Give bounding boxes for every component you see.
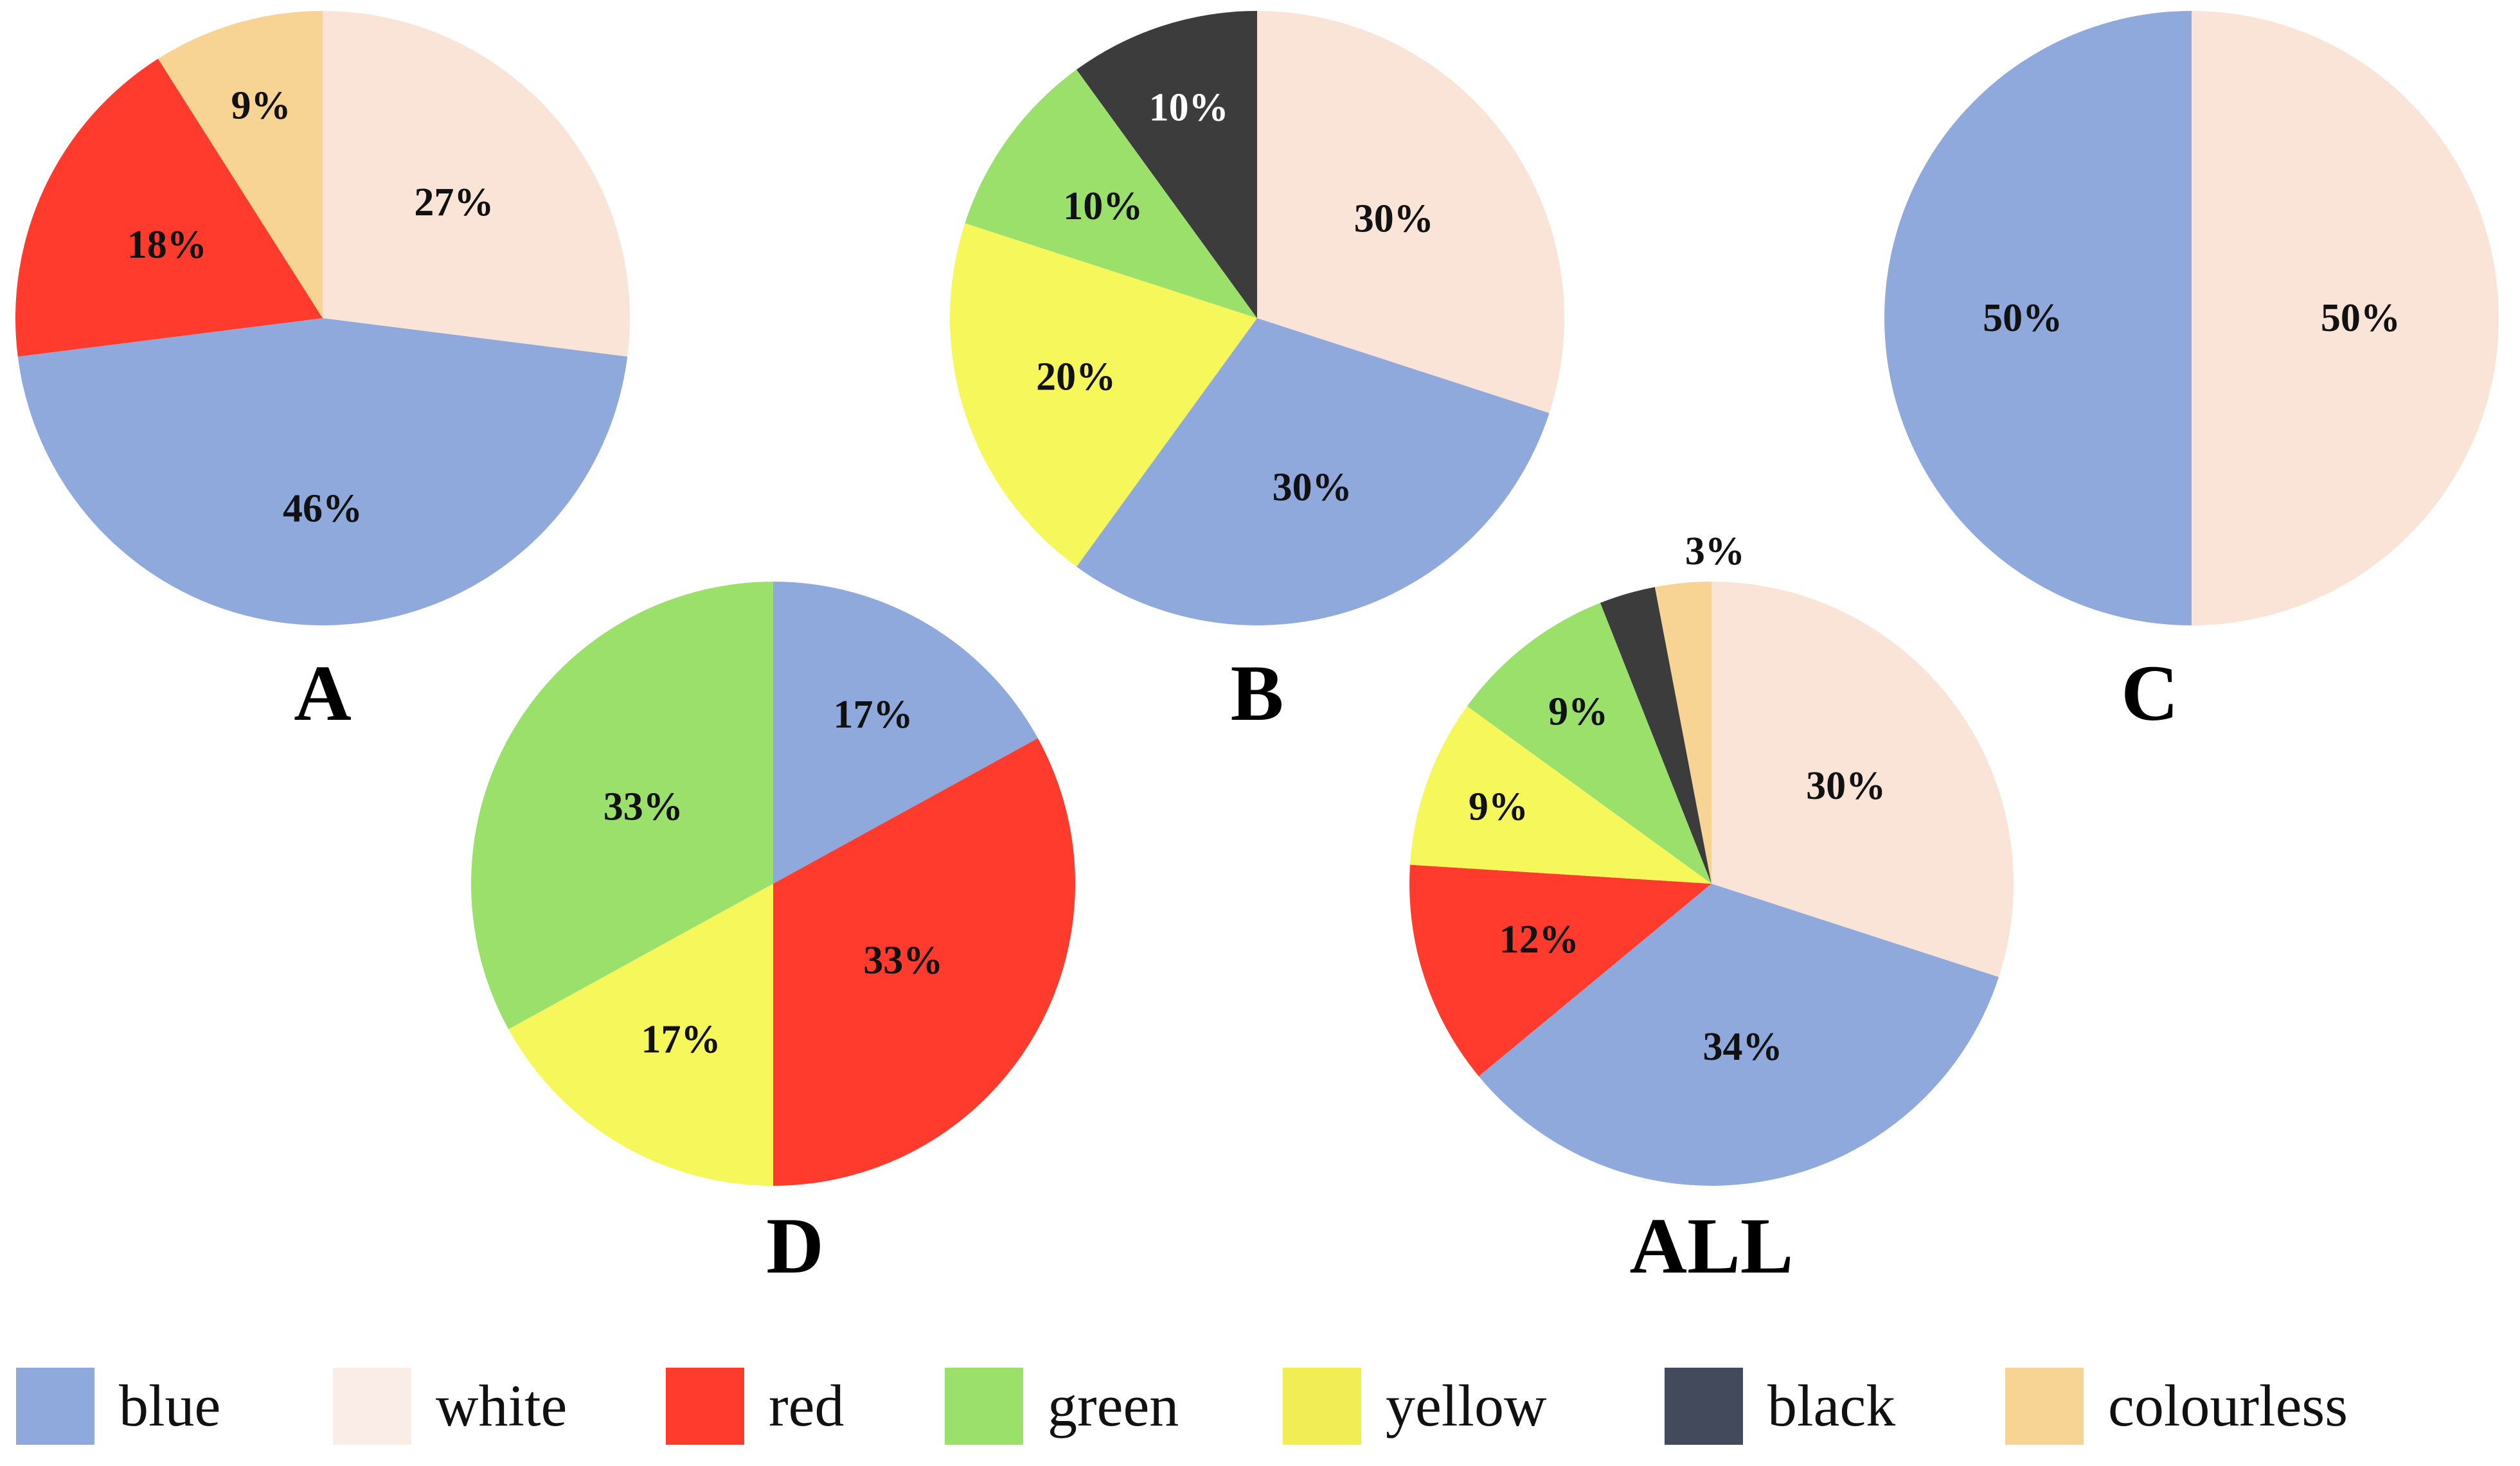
slice-all-colourless	[1654, 582, 1711, 884]
slice-all-blue	[1478, 884, 1999, 1186]
slice-d-yellow	[508, 884, 773, 1186]
slice-label-b-yellow: 20%	[1036, 355, 1116, 399]
pie-title-a: A	[294, 649, 352, 737]
pie-chart-b: 30% 30% 20% 10% 10% B	[950, 11, 1564, 737]
legend-item-blue: blue	[16, 1368, 220, 1445]
legend-swatch-red	[666, 1368, 744, 1445]
slice-label-all-blue: 34%	[1702, 1025, 1782, 1069]
slice-label-all-yellow: 9%	[1469, 785, 1528, 829]
legend-swatch-white	[333, 1368, 411, 1445]
legend-item-yellow: yellow	[1283, 1368, 1547, 1445]
slice-all-yellow	[1409, 706, 1711, 884]
color-legend: blue white red green yellow black colourless	[16, 1368, 2348, 1445]
slice-a-colourless	[157, 11, 323, 318]
slice-label-all-black: 3%	[1556, 554, 1616, 598]
legend-label-blue: blue	[119, 1373, 220, 1438]
legend-label-black: black	[1767, 1373, 1895, 1438]
legend-label-white: white	[436, 1373, 567, 1438]
slice-label-b-blue: 30%	[1273, 466, 1352, 510]
slice-label-d-red: 33%	[863, 939, 943, 983]
slice-label-a-white: 27%	[414, 181, 494, 224]
slice-label-c-blue: 50%	[1983, 296, 2062, 340]
slice-label-all-colourless: 3%	[1685, 530, 1745, 573]
slice-b-white	[1257, 11, 1564, 413]
slice-b-green	[965, 69, 1257, 318]
slice-label-all-white: 30%	[1806, 764, 1886, 808]
slice-b-black	[1077, 11, 1257, 318]
legend-swatch-colourless	[2005, 1368, 2084, 1445]
slice-label-all-green: 9%	[1548, 690, 1608, 734]
slice-label-d-green: 33%	[603, 785, 683, 828]
slice-all-red	[1409, 864, 1711, 1077]
legend-item-red: red	[666, 1368, 844, 1445]
legend-label-colourless: colourless	[2108, 1373, 2348, 1438]
slice-all-green	[1467, 603, 1711, 884]
legend-item-colourless: colourless	[2005, 1368, 2348, 1445]
slice-c-blue	[1884, 11, 2192, 625]
slice-label-b-black: 10%	[1149, 86, 1229, 130]
slice-label-a-blue: 46%	[283, 487, 362, 530]
slice-d-green	[471, 582, 773, 1030]
slice-label-a-red: 18%	[127, 223, 207, 267]
legend-item-white: white	[333, 1368, 567, 1445]
legend-item-black: black	[1665, 1368, 1895, 1445]
pie-chart-all: 30% 34% 12% 9% 9% 3% 3% ALL	[1409, 530, 2014, 1290]
slice-a-white	[323, 11, 630, 357]
slice-d-blue	[773, 582, 1038, 884]
slice-b-blue	[1077, 318, 1550, 625]
slice-label-c-white: 50%	[2321, 296, 2400, 340]
slice-label-b-white: 30%	[1354, 197, 1434, 240]
legend-item-green: green	[945, 1368, 1179, 1445]
pie-charts-group: 27% 46% 18% 9% A 30% 30% 20% 10% 10% B 50% 50% C 17% 33…	[15, 11, 2499, 1290]
legend-label-yellow: yellow	[1386, 1373, 1547, 1438]
legend-swatch-yellow	[1283, 1368, 1361, 1445]
pie-chart-c: 50% 50% C	[1884, 11, 2499, 737]
legend-swatch-green	[945, 1368, 1023, 1445]
legend-swatch-black	[1665, 1368, 1743, 1445]
pie-chart-a: 27% 46% 18% 9% A	[15, 11, 630, 737]
legend-label-green: green	[1048, 1373, 1179, 1438]
pie-title-d: D	[766, 1202, 824, 1290]
legend-label-red: red	[769, 1373, 844, 1438]
slice-all-white	[1711, 582, 2014, 978]
slice-d-red	[773, 738, 1075, 1186]
slice-b-yellow	[950, 223, 1257, 567]
slice-a-red	[15, 58, 323, 357]
pie-title-c: C	[2121, 649, 2179, 737]
slice-c-white	[2192, 11, 2499, 625]
slice-label-b-green: 10%	[1063, 184, 1143, 228]
legend-swatch-blue	[16, 1368, 94, 1445]
slice-label-all-red: 12%	[1499, 918, 1579, 961]
slice-label-d-blue: 17%	[834, 693, 913, 737]
pie-chart-d: 17% 33% 17% 33% D	[471, 582, 1075, 1290]
slice-a-blue	[17, 318, 628, 625]
slice-label-a-colourless: 9%	[231, 84, 290, 128]
pie-title-all: ALL	[1630, 1202, 1794, 1290]
slice-all-black	[1600, 587, 1711, 884]
slice-label-d-yellow: 17%	[641, 1018, 720, 1062]
pie-title-b: B	[1231, 649, 1284, 737]
